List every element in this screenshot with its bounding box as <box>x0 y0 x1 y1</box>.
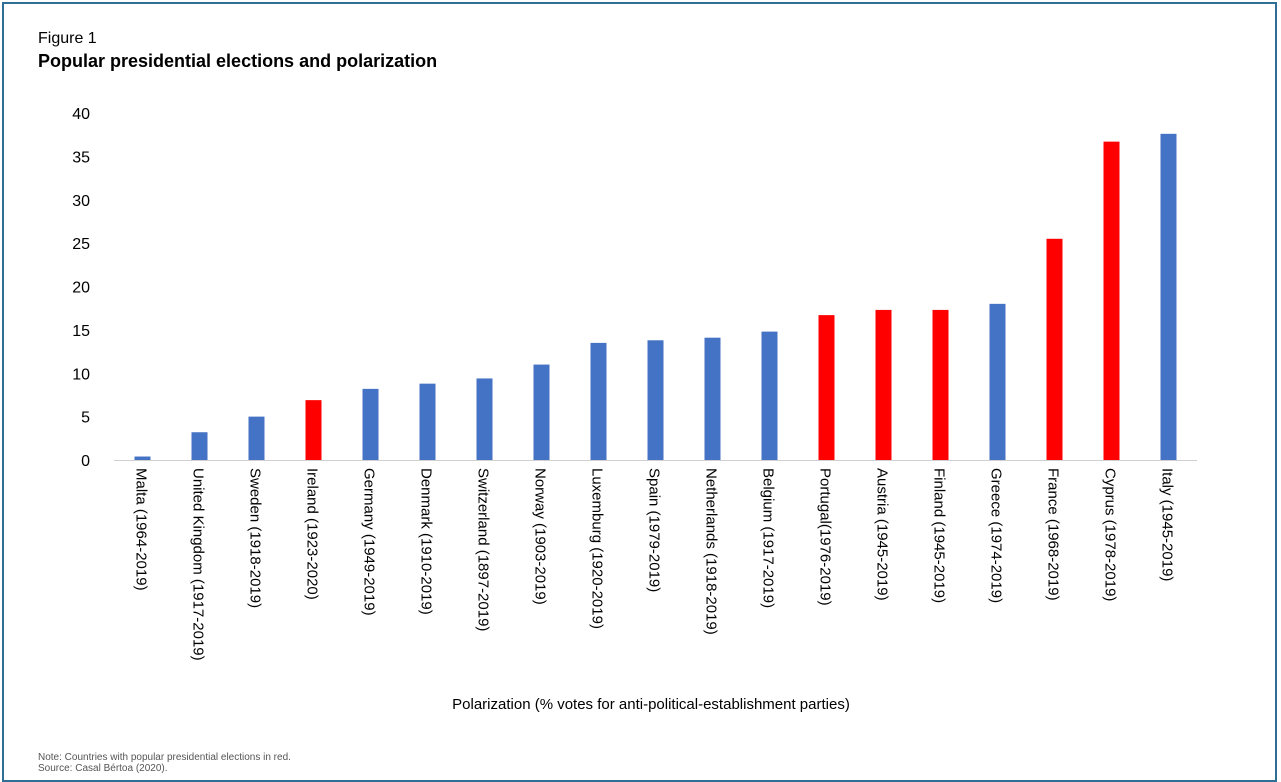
x-tick-label: Luxemburg (1920-2019) <box>589 468 606 629</box>
bar <box>989 303 1006 460</box>
x-tick-label: Switzerland (1897-2019) <box>475 468 492 631</box>
y-tick-label: 40 <box>72 106 90 123</box>
y-tick-label: 25 <box>72 236 90 253</box>
x-tick-label: Netherlands (1918-2019) <box>703 468 720 635</box>
bar <box>647 340 664 460</box>
x-tick-label: Spain (1979-2019) <box>646 468 663 592</box>
figure-note: Note: Countries with popular presidentia… <box>38 752 291 774</box>
y-tick-label: 15 <box>72 323 90 340</box>
figure-title: Popular presidential elections and polar… <box>38 51 438 71</box>
x-tick-label: Ireland (1923-2020) <box>304 468 321 600</box>
x-tick-label: France (1968-2019) <box>1045 468 1062 601</box>
bar <box>362 388 379 460</box>
x-tick-label: Portugal(1976-2019) <box>817 468 834 606</box>
bar <box>704 337 721 460</box>
bar <box>875 309 892 460</box>
figure-label: Figure 1 <box>38 30 97 47</box>
y-tick-label: 0 <box>81 453 90 470</box>
x-tick-label: Finland (1945-2019) <box>931 468 948 603</box>
note-text: Note: Countries with popular presidentia… <box>38 752 291 763</box>
y-tick-label: 10 <box>72 366 90 383</box>
bar <box>932 309 949 460</box>
x-tick-label: Sweden (1918-2019) <box>247 468 264 608</box>
x-tick-label: Belgium (1917-2019) <box>760 468 777 608</box>
bar <box>248 416 265 460</box>
bars <box>134 133 1177 460</box>
x-tick-label: Denmark (1910-2019) <box>418 468 435 615</box>
x-axis-label: Polarization (% votes for anti-political… <box>452 696 850 713</box>
x-tick-label: Austria (1945-2019) <box>874 468 891 601</box>
x-tick-label: Cyprus (1978-2019) <box>1102 468 1119 601</box>
bar <box>134 456 151 460</box>
bar <box>305 400 322 460</box>
bar <box>419 383 436 460</box>
x-tick-label: Germany (1949-2019) <box>361 468 378 616</box>
y-tick-label: 20 <box>72 280 90 297</box>
bar <box>533 364 550 460</box>
y-tick-label: 5 <box>81 410 90 427</box>
x-tick-label: Greece (1974-2019) <box>988 468 1005 603</box>
bar <box>818 315 835 460</box>
x-axis-tick-labels: Malta (1964-2019) United Kingdom (1917-20… <box>133 468 1176 661</box>
y-axis-ticks: 0 5 10 15 20 25 30 35 40 <box>72 106 90 470</box>
x-tick-label: Italy (1945-2019) <box>1159 468 1176 581</box>
bar <box>1160 133 1177 460</box>
bar <box>191 432 208 460</box>
y-tick-label: 35 <box>72 149 90 166</box>
source-text: Source: Casal Bértoa (2020). <box>38 763 168 774</box>
bar <box>590 342 607 460</box>
x-tick-label: United Kingdom (1917-2019) <box>190 468 207 661</box>
bar <box>1103 141 1120 460</box>
bar <box>476 378 493 460</box>
y-tick-label: 30 <box>72 193 90 210</box>
bar <box>1046 238 1063 460</box>
bar-chart: 0 5 10 15 20 25 30 35 40 Malta (1964-2019) United… <box>72 106 1197 713</box>
bar <box>761 331 778 460</box>
x-tick-label: Norway (1903-2019) <box>532 468 549 605</box>
x-tick-label: Malta (1964-2019) <box>133 468 150 591</box>
